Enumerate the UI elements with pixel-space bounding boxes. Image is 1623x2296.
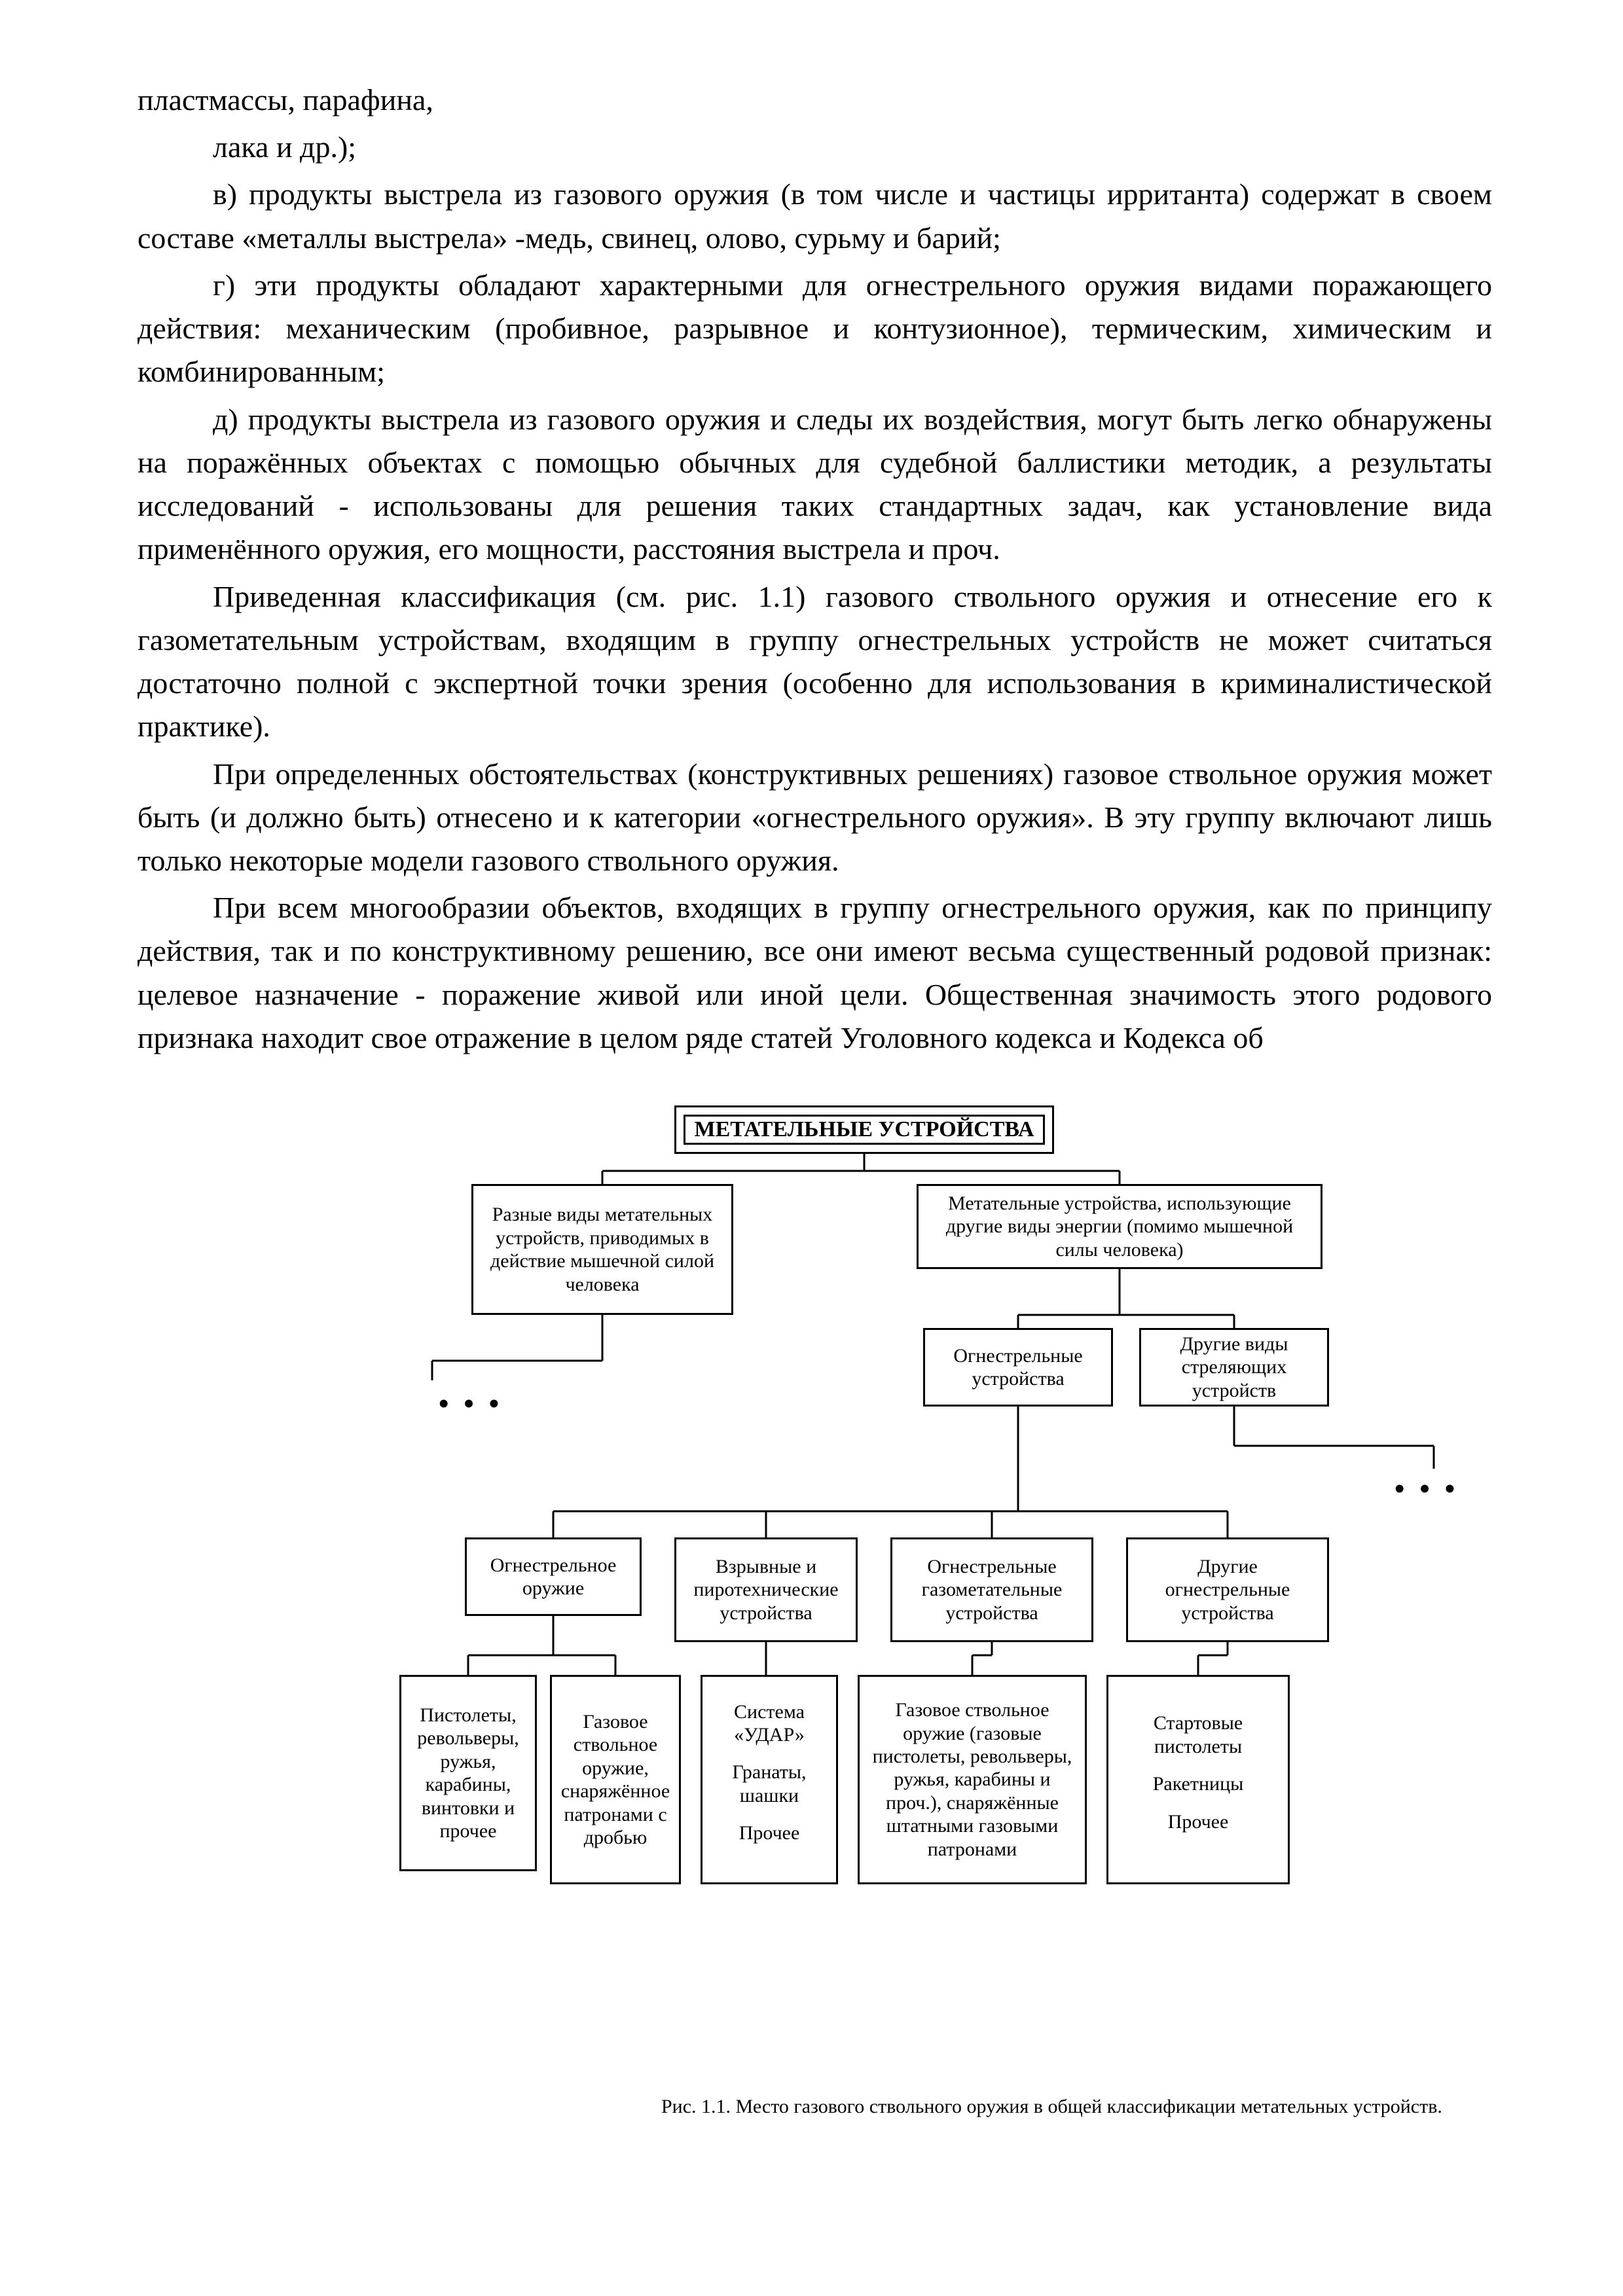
flowchart-node: Разные виды метательных устройств, приво…: [471, 1184, 733, 1315]
figure-caption: Рис. 1.1. Место газового ствольного оруж…: [661, 2094, 1623, 2119]
paragraph: в) продукты выстрела из газового оружия …: [137, 173, 1492, 259]
paragraph: При всем многообразии объектов, входящих…: [137, 886, 1492, 1060]
flowchart-node: Метательные устройства, использующие дру…: [917, 1184, 1322, 1269]
flowchart: МЕТАТЕЛЬНЫЕ УСТРОЙСТВА Разные виды метате…: [399, 1105, 1460, 2068]
paragraph: Приведенная классификация (см. рис. 1.1)…: [137, 575, 1492, 749]
flowchart-node: Взрывные и пиротехнические устройства: [674, 1537, 858, 1642]
flowchart-node: Газовое ствольное оружие, снаряжённое па…: [550, 1675, 681, 1884]
flowchart-node: МЕТАТЕЛЬНЫЕ УСТРОЙСТВА: [684, 1115, 1045, 1145]
flowchart-node: Система «УДАР»Гранаты, шашкиПрочее: [701, 1675, 838, 1884]
flowchart-node: Пистолеты, револьверы, ружья, карабины, …: [399, 1675, 537, 1871]
paragraph: При определенных обстоятельствах (констр…: [137, 753, 1492, 883]
flowchart-node: Огнестрельные газометательные устройства: [890, 1537, 1093, 1642]
flowchart-node: Газовое ствольное оружие (газовые пистол…: [858, 1675, 1087, 1884]
flowchart-node: Другие виды стреляющих устройств: [1139, 1328, 1329, 1407]
page-content: пластмассы, парафина,лака и др.);в) прод…: [137, 79, 1492, 2119]
figure-wrapper: МЕТАТЕЛЬНЫЕ УСТРОЙСТВА Разные виды метате…: [399, 1105, 1460, 2119]
paragraph: пластмассы, парафина,: [137, 79, 1492, 122]
ellipsis-dots: • • •: [439, 1387, 503, 1420]
body-text: пластмассы, парафина,лака и др.);в) прод…: [137, 79, 1492, 1060]
ellipsis-dots: • • •: [1395, 1472, 1459, 1505]
flowchart-node: Стартовые пистолетыРакетницыПрочее: [1106, 1675, 1290, 1884]
flowchart-node: Другие огнестрельные устройства: [1126, 1537, 1329, 1642]
caption-text: Рис. 1.1. Место газового ствольного оруж…: [661, 2096, 1442, 2117]
paragraph: г) эти продукты обладают характерными дл…: [137, 264, 1492, 394]
paragraph: лака и др.);: [137, 126, 1492, 169]
paragraph: д) продукты выстрела из газового оружия …: [137, 398, 1492, 571]
flowchart-node: Огнестрельные устройства: [923, 1328, 1113, 1407]
flowchart-node: Огнестрельное оружие: [465, 1537, 642, 1616]
